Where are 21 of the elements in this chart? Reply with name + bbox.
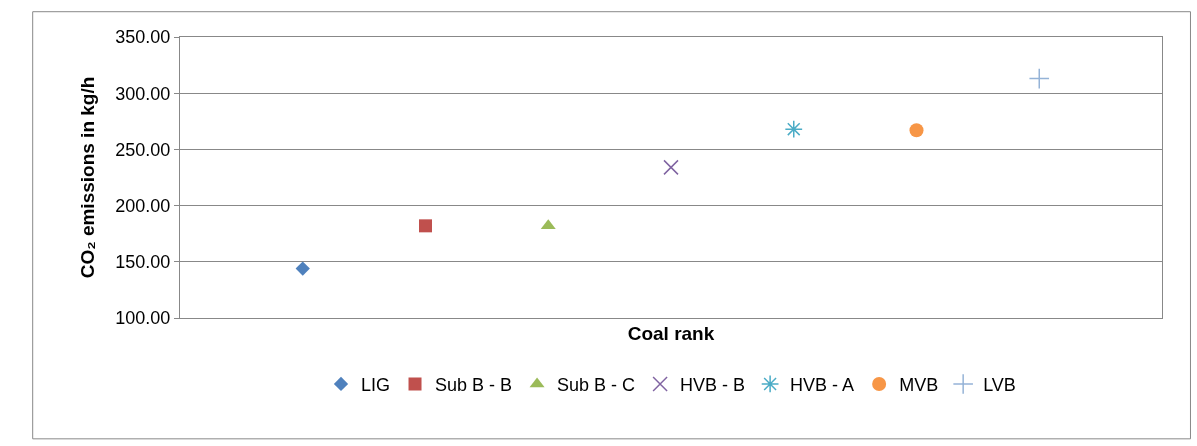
point [1028, 68, 1050, 90]
y-tick-label: 150.00 [115, 252, 171, 273]
y-tick-label: 300.00 [115, 83, 171, 104]
y-tick-label: 100.00 [115, 308, 171, 329]
legend-label: LIG [361, 374, 391, 395]
x-axis-title: Coal rank [627, 322, 715, 344]
point [295, 261, 310, 276]
legend-label: LVB [983, 374, 1016, 395]
y-tick-label: 350.00 [115, 27, 171, 48]
point [909, 123, 924, 138]
point [419, 219, 432, 233]
y-axis-title: CO₂ emissions in kg/h [77, 76, 99, 279]
y-tick-label: 200.00 [115, 195, 171, 216]
y-tick-label: 250.00 [115, 139, 171, 160]
legend-label: Sub B - B [435, 374, 513, 395]
point [663, 159, 679, 176]
legend-label: MVB [899, 374, 939, 395]
legend-label: HVB - B [680, 374, 746, 395]
point [784, 120, 803, 139]
legend-label: Sub B - C [557, 374, 636, 395]
legend-label: HVB - A [790, 374, 855, 395]
